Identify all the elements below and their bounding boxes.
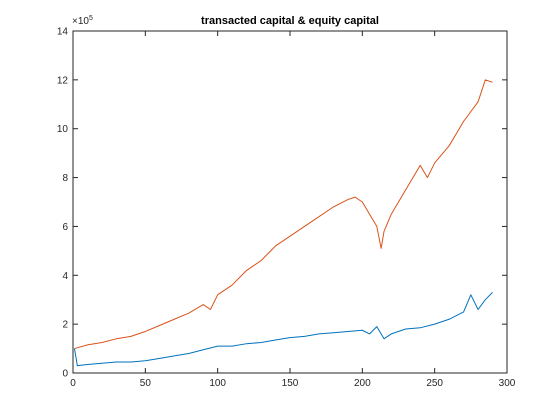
y-multiplier-exponent: 5 <box>89 15 93 22</box>
y-tick-label: 0 <box>62 369 68 380</box>
x-tick-label: 250 <box>426 378 443 389</box>
y-tick-label: 12 <box>57 75 69 86</box>
series-line-1 <box>74 79 493 350</box>
x-tick-label: 50 <box>140 378 152 389</box>
y-tick-label: 10 <box>57 124 69 135</box>
chart-title: transacted capital & equity capital <box>201 15 379 27</box>
series-line-2 <box>73 292 493 367</box>
x-tick-label: 300 <box>499 378 516 389</box>
y-tick-label: 4 <box>62 271 68 282</box>
y-tick-label: 2 <box>62 320 68 331</box>
y-tick-label: 8 <box>62 173 68 184</box>
x-tick-label: 100 <box>209 378 226 389</box>
y-tick-label: 6 <box>62 222 68 233</box>
plot-frame <box>72 30 508 374</box>
x-tick-label: 0 <box>70 378 76 389</box>
x-tick-label: 200 <box>354 378 371 389</box>
series-layer <box>73 79 493 367</box>
y-tick-label: 14 <box>57 27 69 38</box>
y-multiplier-label: ×105 <box>72 15 93 27</box>
ticks-layer: 0 50 100 150 200 250 300 0 2 4 6 8 10 12 14 <box>57 27 516 390</box>
x-tick-label: 150 <box>282 378 299 389</box>
